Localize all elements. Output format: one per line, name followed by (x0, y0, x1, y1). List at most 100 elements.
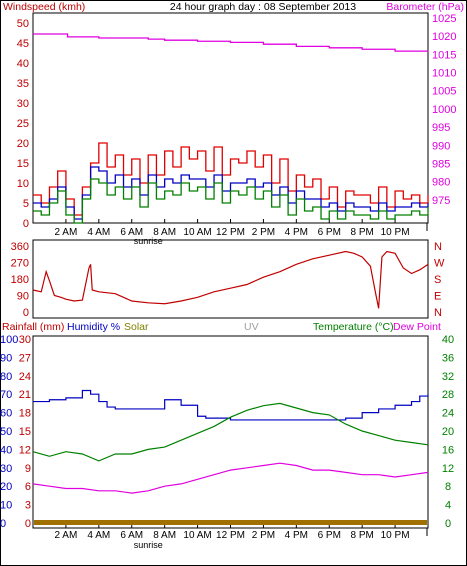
temperature-y-tick-label: 20 (442, 426, 454, 438)
sunrise-label: sunrise (134, 540, 163, 550)
rainfall-y-tick-label: 9 (25, 463, 31, 475)
x-tick-label: 6 PM (318, 530, 341, 541)
rainfall-y-tick-label: 12 (19, 444, 31, 456)
wind-y-tick-label: 25 (17, 118, 29, 130)
x-tick-label: 8 PM (350, 227, 373, 238)
wind-y-tick-label: 20 (17, 138, 29, 150)
windspeed-axis-title: Windspeed (kmh) (3, 1, 85, 13)
rainfall-y-tick-label: 27 (19, 352, 31, 364)
compass-tick-label: S (434, 274, 441, 286)
x-tick-label: 2 AM (55, 530, 78, 541)
dewpoint-axis-title: Dew Point (393, 321, 441, 333)
rainfall-y-tick-label: 18 (19, 408, 31, 420)
compass-tick-label: E (434, 291, 441, 303)
humidity-y-tick-label: 0 (0, 518, 6, 530)
series-line-wind-direction (32, 250, 429, 309)
rainfall-y-tick-label: 21 (19, 389, 31, 401)
humidity-y-tick-label: 100 (0, 334, 18, 346)
x-tick-label: 2 PM (252, 227, 275, 238)
x-tick-label: 4 PM (285, 227, 308, 238)
barometer-y-tick-label: 1005 (432, 86, 456, 98)
humidity-y-tick-label: 60 (0, 408, 12, 420)
barometer-y-tick-label: 1010 (432, 68, 456, 80)
barometer-y-tick-label: 1000 (432, 104, 456, 116)
temperature-y-tick-label: 28 (442, 389, 454, 401)
temperature-y-tick-label: 36 (442, 352, 454, 364)
wind-y-tick-label: 15 (17, 158, 29, 170)
wind-y-tick-label: 45 (17, 38, 29, 50)
rainfall-y-tick-label: 30 (19, 334, 31, 346)
humidity-y-tick-label: 80 (0, 371, 12, 383)
series-line-windspeed-gust (33, 142, 429, 216)
barometer-y-tick-label: 1020 (432, 31, 456, 43)
x-tick-label: 8 PM (350, 530, 373, 541)
x-tick-label: 10 PM (381, 530, 410, 541)
temperature-y-tick-label: 16 (442, 444, 454, 456)
wind-y-tick-label: 0 (23, 218, 29, 230)
x-tick-label: 4 AM (87, 227, 110, 238)
uv-axis-title: UV (244, 321, 259, 333)
direction-y-tick-label: 0 (23, 307, 29, 319)
x-tick-label: 2 PM (252, 530, 275, 541)
series-line-windspeed (33, 178, 429, 224)
x-tick-label: 12 PM (216, 530, 245, 541)
barometer-y-tick-label: 980 (432, 177, 450, 189)
humidity-y-tick-label: 10 (0, 500, 12, 512)
x-tick-label: 8 AM (153, 530, 176, 541)
barometer-y-tick-label: 995 (432, 122, 450, 134)
humidity-y-tick-label: 20 (0, 481, 12, 493)
wind-y-tick-label: 5 (23, 198, 29, 210)
wind-y-tick-label: 50 (17, 18, 29, 30)
solar-axis-title: Solar (124, 321, 149, 333)
barometer-y-tick-label: 985 (432, 158, 450, 170)
barometer-y-tick-label: 1015 (432, 49, 456, 61)
temperature-y-tick-label: 0 (445, 518, 451, 530)
direction-y-tick-label: 360 (11, 241, 29, 253)
barometer-y-tick-label: 975 (432, 195, 450, 207)
x-tick-label: 2 AM (55, 227, 78, 238)
chart-title: 24 hour graph day : 08 September 2013 (170, 1, 356, 13)
x-tick-label: 8 AM (153, 227, 176, 238)
temperature-y-tick-label: 32 (442, 371, 454, 383)
series-line-windspeed-average (33, 166, 429, 220)
sunrise-label: sunrise (134, 236, 163, 246)
climate-plot-area (32, 335, 429, 529)
rainfall-axis-title: Rainfall (mm) (2, 321, 64, 333)
x-tick-label: 10 PM (381, 227, 410, 238)
x-tick-label: 4 PM (285, 530, 308, 541)
series-line-humidity (33, 389, 429, 421)
direction-plot-area (32, 239, 429, 319)
humidity-y-tick-label: 40 (0, 444, 12, 456)
x-tick-label: 6 PM (318, 227, 341, 238)
barometer-y-tick-label: 1025 (432, 13, 456, 25)
humidity-y-tick-label: 30 (0, 463, 12, 475)
rainfall-bar (34, 520, 427, 525)
temperature-y-tick-label: 8 (445, 481, 451, 493)
humidity-y-tick-label: 50 (0, 426, 12, 438)
direction-y-tick-label: 180 (11, 274, 29, 286)
series-line-dew-point (32, 462, 429, 494)
compass-tick-label: N (434, 241, 442, 253)
temperature-y-tick-label: 24 (442, 408, 454, 420)
x-tick-label: 10 AM (183, 227, 211, 238)
barometer-y-tick-label: 990 (432, 140, 450, 152)
humidity-axis-title: Humidity % (67, 321, 120, 333)
rainfall-y-tick-label: 24 (19, 371, 31, 383)
humidity-y-tick-label: 70 (0, 389, 12, 401)
barometer-axis-title: Barometer (hPa) (386, 1, 464, 13)
rainfall-y-tick-label: 6 (25, 481, 31, 493)
direction-y-tick-label: 270 (11, 258, 29, 270)
wind-y-tick-label: 30 (17, 98, 29, 110)
rainfall-y-tick-label: 0 (25, 518, 31, 530)
temperature-axis-title: Temperature (°C) (313, 321, 394, 333)
compass-tick-label: N (434, 307, 442, 319)
wind-y-tick-label: 35 (17, 78, 29, 90)
humidity-y-tick-label: 90 (0, 352, 12, 364)
temperature-y-tick-label: 12 (442, 463, 454, 475)
direction-y-tick-label: 90 (17, 291, 29, 303)
x-tick-label: 4 AM (87, 530, 110, 541)
series-line-barometer (33, 33, 429, 52)
temperature-y-tick-label: 4 (445, 500, 451, 512)
wind-y-tick-label: 40 (17, 58, 29, 70)
